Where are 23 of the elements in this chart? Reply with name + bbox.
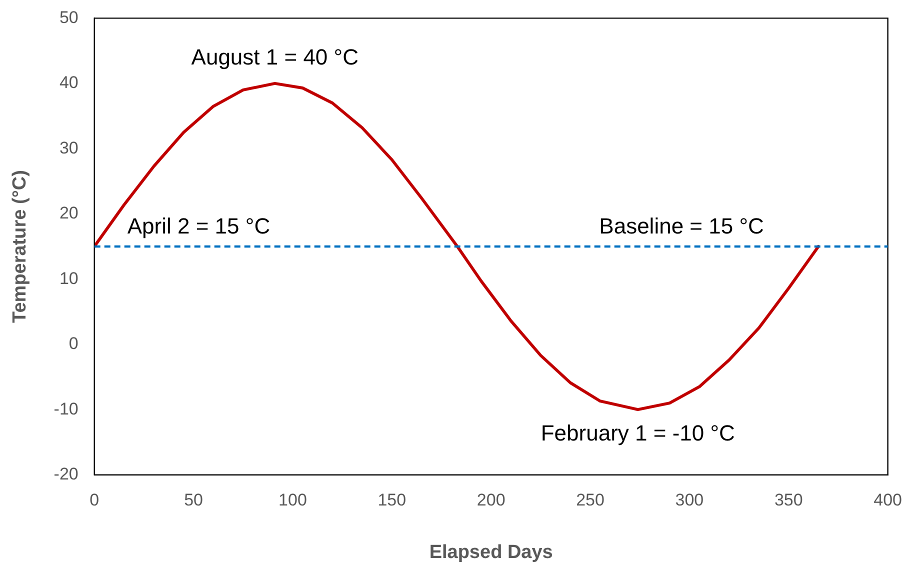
x-tick-label: 350 xyxy=(774,490,803,510)
x-tick-label: 400 xyxy=(874,490,902,510)
x-tick-label: 100 xyxy=(278,490,307,510)
y-tick-label: 40 xyxy=(59,73,78,92)
annotation: August 1 = 40 °C xyxy=(191,44,359,70)
y-tick-label: 50 xyxy=(59,8,78,27)
x-tick-label: 250 xyxy=(576,490,604,510)
annotation: February 1 = -10 °C xyxy=(540,420,736,446)
x-axis-title: Elapsed Days xyxy=(429,542,553,563)
x-tick-label: 50 xyxy=(184,490,204,510)
y-tick-label: -10 xyxy=(54,399,78,418)
y-tick-label: -20 xyxy=(54,464,78,484)
y-tick-label: 30 xyxy=(59,138,78,158)
y-tick-label: 10 xyxy=(59,268,78,288)
ref-line-label: Baseline = 15 °C xyxy=(599,214,764,239)
x-tick-label: 300 xyxy=(675,490,704,510)
x-tick-label: 0 xyxy=(90,490,100,510)
y-axis-title: Temperature (°C) xyxy=(10,170,31,323)
x-tick-label: 200 xyxy=(476,490,506,510)
annotation: April 2 = 15 °C xyxy=(127,214,270,239)
y-tick-label: 0 xyxy=(68,334,78,354)
x-tick-label: 150 xyxy=(378,490,406,510)
y-tick-label: 20 xyxy=(59,204,78,223)
